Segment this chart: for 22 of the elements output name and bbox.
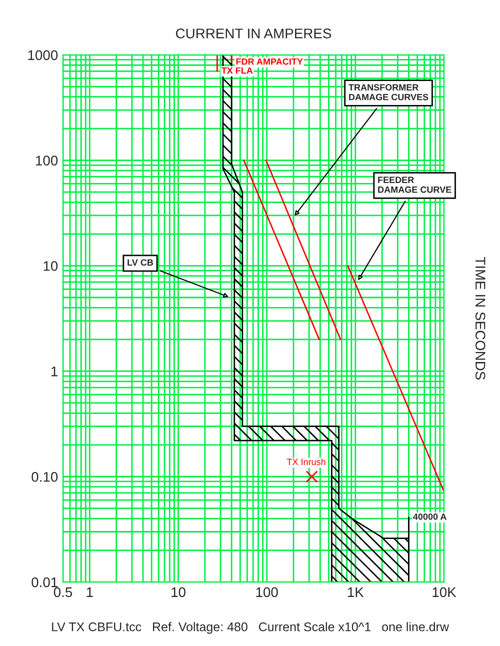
x-tick-label: 0.5 [54,587,72,598]
annotation: FEEDER DAMAGE CURVE [378,176,452,193]
text: LV TX CBFU.tcc Ref. Voltage: 480 Current Scale x10^1 one line.drw [52,622,450,634]
y-tick-label: 10 [44,261,58,271]
series-label: TX Inrush [286,458,326,466]
x-tick-label: 1 [86,587,93,597]
y-tick-label: 100 [36,156,58,166]
x-axis-title: CURRENT IN AMPERES [176,28,332,38]
y-tick-label: 0.10 [32,472,58,482]
y-tick-label: 1 [51,366,58,376]
x-tick-label: 10 [172,587,186,598]
y-axis-title: TIME IN SECONDS [475,257,486,380]
annotation: LV CB [128,259,154,266]
x-tick-label: 1K [348,587,364,597]
y-tick-label: 1000 [28,50,58,60]
annotation: 40000 A [413,513,446,520]
x-tick-label: 10K [432,587,456,598]
series-label: TX FLA [221,67,253,74]
y-tick-label: 0.01 [32,577,58,588]
series-label: FDR AMPACITY [236,58,303,65]
x-tick-label: 100 [256,587,278,598]
annotation: TRANSFORMER DAMAGE CURVES [348,84,428,100]
